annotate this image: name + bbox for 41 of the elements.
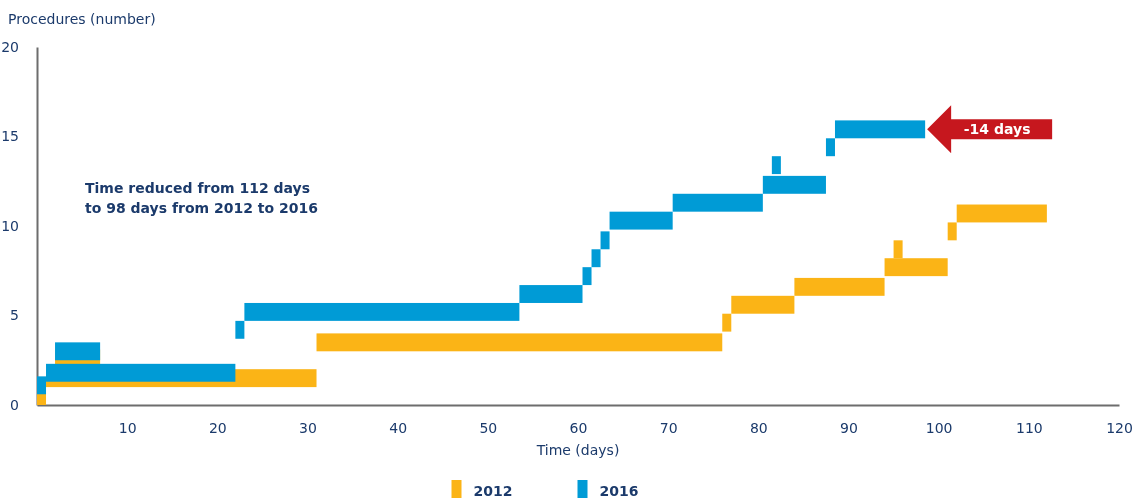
bar [244, 302, 520, 321]
x-tick-label: 50 [479, 419, 498, 436]
x-tick-label: 70 [659, 419, 678, 436]
bar [55, 342, 101, 361]
bar [609, 211, 673, 230]
x-tick-label: 10 [118, 419, 137, 436]
x-tick-label: 30 [299, 419, 317, 436]
annotation: -14 days [963, 121, 1031, 138]
bar [591, 249, 601, 268]
y-axis-title: Procedures (number) [8, 11, 156, 27]
x-axis-title: Time (days) [535, 442, 620, 458]
y-tick-label: 20 [1, 38, 19, 55]
x-tick-label: 80 [749, 419, 768, 436]
bar [316, 333, 723, 352]
bar [235, 320, 245, 339]
bar [825, 138, 835, 157]
legend-label: 2012 [473, 483, 513, 499]
y-tick-label: 5 [10, 307, 19, 324]
annotation: Time reduced from 112 days to 98 days from 2012 to 2016 [85, 180, 318, 216]
x-tick-label: 100 [925, 419, 953, 436]
bar [771, 156, 781, 175]
legend-label: 2016 [599, 483, 639, 499]
x-tick-label: 40 [389, 419, 408, 436]
x-tick-label: 120 [1106, 419, 1133, 436]
y-tick-label: 10 [1, 217, 19, 234]
bar [519, 285, 583, 303]
bar [794, 277, 885, 296]
bar [672, 193, 763, 212]
bar [947, 222, 957, 241]
bar [956, 204, 1047, 223]
x-tick-label: 110 [1015, 419, 1043, 436]
x-tick-label: 60 [569, 419, 588, 436]
y-tick-label: 15 [1, 128, 19, 145]
bar [762, 175, 826, 194]
x-tick-label: 20 [208, 419, 227, 436]
bar [582, 267, 592, 286]
bar [722, 313, 732, 332]
bar [731, 295, 795, 314]
bar [600, 231, 610, 250]
x-tick-label: 90 [840, 419, 858, 436]
y-tick-label: 0 [10, 396, 19, 413]
